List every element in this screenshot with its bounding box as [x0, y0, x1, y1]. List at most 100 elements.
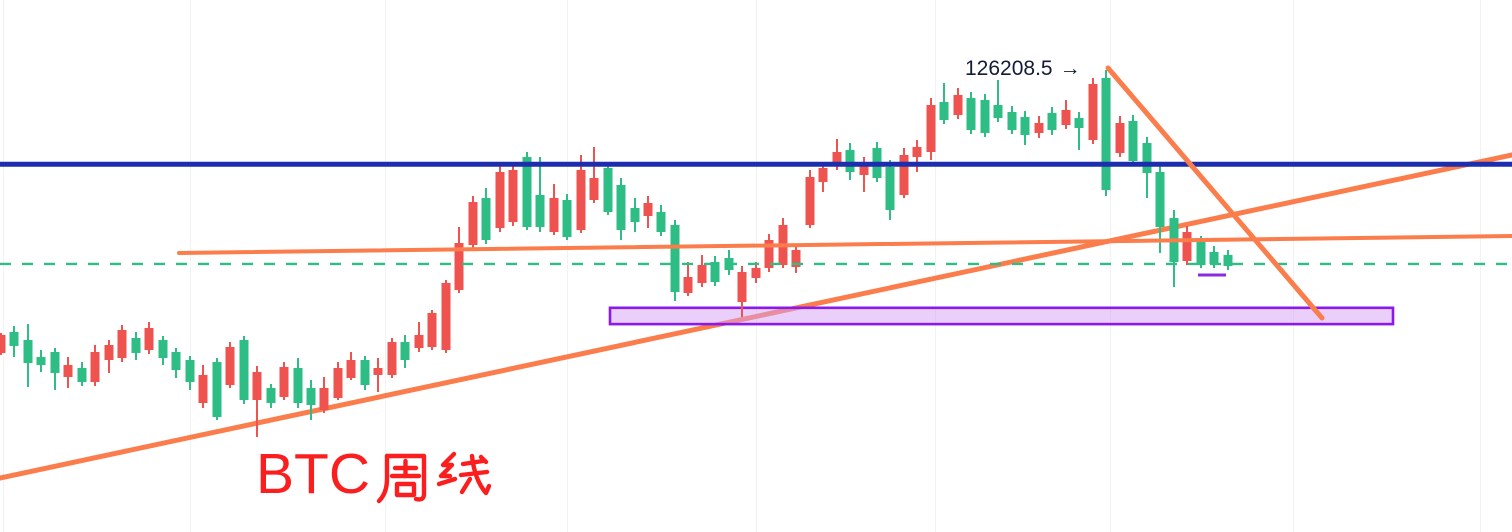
candle-up — [697, 265, 707, 283]
candle-down — [966, 98, 976, 130]
candle-down — [1007, 111, 1017, 130]
candle-down — [656, 211, 666, 232]
candle-up — [414, 334, 424, 348]
candle-down — [845, 149, 855, 172]
candle-up — [576, 169, 586, 230]
candle-down — [670, 225, 680, 292]
candle-up — [252, 371, 262, 401]
candle-up — [589, 178, 599, 201]
candle-down — [77, 367, 87, 383]
candle-down — [158, 340, 168, 359]
candle-down — [535, 194, 545, 228]
candle-up — [441, 283, 451, 350]
candle-up — [912, 147, 922, 157]
candle-down — [400, 342, 410, 361]
vertical-gridline — [190, 0, 191, 532]
candle-up — [683, 276, 693, 293]
vertical-gridline — [3, 0, 4, 532]
candle-up — [104, 345, 114, 361]
candle-down — [185, 360, 195, 383]
candle-up — [495, 171, 505, 228]
candle-down — [9, 331, 19, 346]
candle-down — [522, 156, 532, 228]
candle-down — [616, 185, 626, 230]
candle-up — [373, 367, 383, 375]
candle-down — [481, 198, 491, 241]
candle-up — [346, 360, 356, 379]
candle-down — [1128, 120, 1138, 161]
candle-down — [1209, 251, 1219, 264]
candle-down — [1223, 254, 1233, 266]
candle-up — [63, 365, 73, 377]
candle-up — [926, 105, 936, 152]
candle-down — [980, 100, 990, 133]
candle-up — [953, 94, 963, 115]
chart-title: BTC — [256, 446, 494, 506]
candle-down — [212, 362, 222, 417]
candle-up — [468, 202, 478, 246]
candle-down — [562, 200, 572, 237]
right-arrow-icon: → — [1059, 57, 1081, 80]
candle-up — [454, 243, 464, 290]
candle-up — [643, 203, 653, 217]
candle-up — [144, 327, 154, 350]
candle-up — [319, 387, 329, 410]
candle-up — [508, 169, 518, 223]
candle-up — [818, 167, 828, 183]
peak-price-label[interactable]: 126208.5 → — [965, 57, 1081, 81]
candle-down — [1196, 242, 1206, 266]
candle-down — [23, 340, 33, 363]
candle-up — [90, 351, 100, 383]
candle-up — [1061, 109, 1071, 126]
candle-up — [225, 347, 235, 386]
candle-up — [198, 374, 208, 403]
candle-up — [117, 329, 127, 359]
minor-resistance-trendline[interactable] — [177, 234, 1512, 255]
candle-up — [859, 163, 869, 175]
candle-up — [1182, 231, 1192, 261]
candle-down — [1155, 171, 1165, 228]
vertical-gridline — [567, 0, 568, 532]
hanzi-xian — [436, 451, 492, 496]
candle-up — [549, 198, 559, 232]
hanzi-zhou — [376, 453, 427, 504]
candle-up — [1115, 123, 1125, 153]
candle-down — [171, 351, 181, 370]
peak-falling-trendline[interactable] — [1105, 65, 1325, 321]
candle-up — [0, 334, 6, 353]
candle-down — [239, 340, 249, 401]
demand-zone-box[interactable] — [608, 306, 1395, 326]
vertical-gridline — [935, 0, 936, 532]
candle-down — [1047, 112, 1057, 130]
candle-up — [832, 151, 842, 166]
candle-up — [791, 249, 801, 268]
candle-down — [1101, 78, 1111, 190]
chart-title-latin: BTC — [256, 442, 370, 506]
candle-up — [805, 176, 815, 226]
candle-down — [360, 360, 370, 386]
candle-up — [427, 312, 437, 348]
candle-up — [279, 367, 289, 397]
vertical-gridline — [1293, 0, 1294, 532]
candle-up — [737, 271, 747, 303]
candle-down — [1020, 116, 1030, 135]
candle-down — [293, 367, 303, 403]
candle-up — [1034, 123, 1044, 133]
candle-down — [306, 387, 316, 406]
peak-price-value: 126208.5 — [965, 57, 1053, 80]
candle-down — [1074, 118, 1084, 128]
candle-down — [710, 262, 720, 283]
candle-up — [387, 342, 397, 375]
candle-down — [993, 105, 1003, 119]
vertical-gridline — [385, 0, 386, 532]
candle-up — [333, 367, 343, 399]
candle-down — [36, 356, 46, 366]
candle-down — [131, 338, 141, 353]
candle-up — [1088, 83, 1098, 141]
candle-down — [630, 207, 640, 223]
candle-up — [899, 154, 909, 195]
candle-down — [266, 387, 276, 403]
chart-title-hanzi-zhouxian — [376, 451, 492, 504]
